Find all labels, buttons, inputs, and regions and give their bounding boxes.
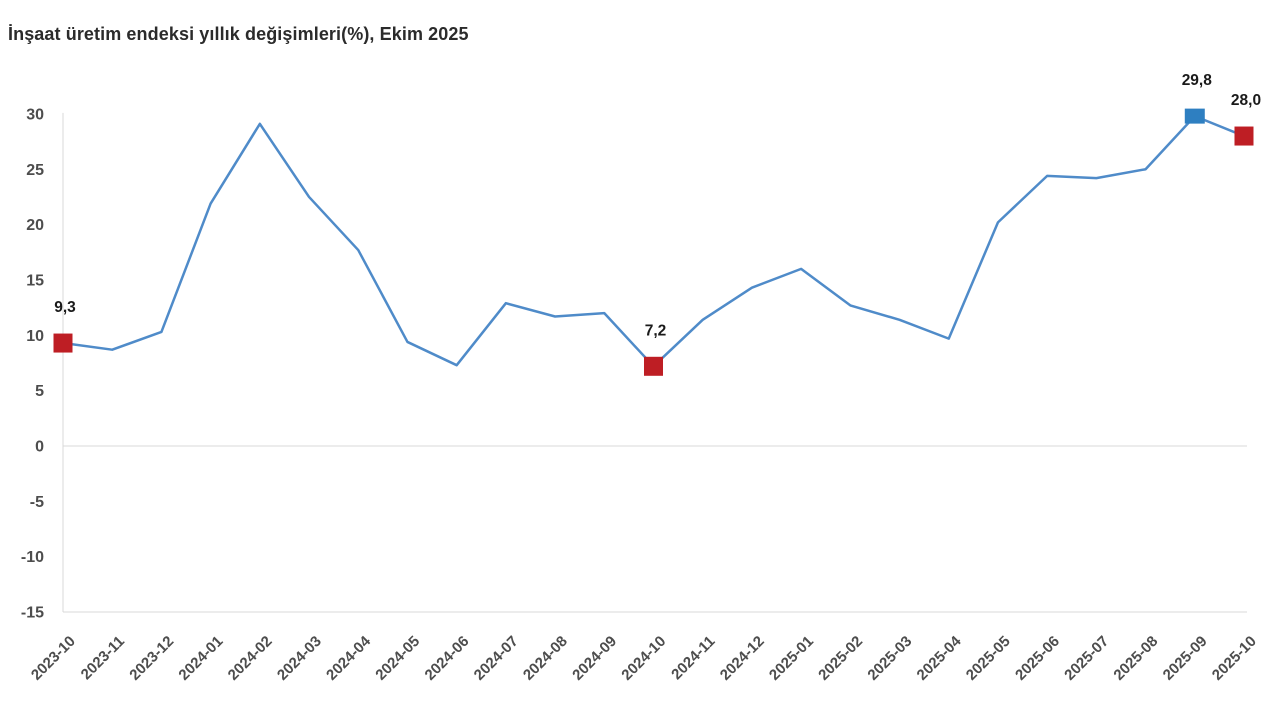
data-point-marker-2023-10 bbox=[53, 333, 73, 353]
data-point-marker-2024-10 bbox=[643, 356, 663, 376]
x-tick-label: 2023-11 bbox=[78, 633, 128, 683]
x-tick-label: 2024-08 bbox=[520, 633, 571, 684]
x-tick-label: 2024-12 bbox=[717, 633, 768, 684]
y-tick-label: 5 bbox=[35, 383, 44, 400]
x-tick-label: 2023-10 bbox=[28, 633, 79, 684]
data-point-marker-2025-09 bbox=[1184, 108, 1205, 124]
x-tick-label: 2025-07 bbox=[1061, 633, 1112, 684]
data-point-label-2025-09: 29,8 bbox=[1182, 72, 1213, 89]
x-tick-label: 2024-06 bbox=[422, 633, 473, 684]
y-tick-label: -5 bbox=[30, 494, 44, 511]
x-tick-label: 2024-11 bbox=[668, 633, 718, 683]
x-tick-label: 2024-09 bbox=[569, 633, 620, 684]
data-point-marker-2025-10 bbox=[1234, 126, 1254, 146]
x-tick-label: 2024-03 bbox=[274, 633, 325, 684]
x-tick-label: 2025-06 bbox=[1012, 633, 1063, 684]
x-tick-label: 2025-03 bbox=[864, 633, 915, 684]
x-tick-label: 2025-09 bbox=[1160, 633, 1211, 684]
x-tick-label: 2024-10 bbox=[618, 633, 669, 684]
data-point-label-2024-10: 7,2 bbox=[645, 322, 667, 339]
x-tick-label: 2024-04 bbox=[323, 632, 374, 683]
y-tick-label: 10 bbox=[26, 328, 44, 345]
data-point-label-2023-10: 9,3 bbox=[54, 299, 76, 316]
x-tick-label: 2023-12 bbox=[126, 633, 177, 684]
x-tick-label: 2025-04 bbox=[914, 632, 965, 683]
x-tick-label: 2025-01 bbox=[766, 633, 817, 684]
y-tick-label: 0 bbox=[35, 439, 44, 456]
data-point-label-2025-10: 28,0 bbox=[1231, 92, 1261, 109]
y-tick-label: -15 bbox=[21, 605, 44, 622]
x-tick-label: 2025-08 bbox=[1110, 633, 1161, 684]
y-tick-label: 20 bbox=[26, 217, 44, 234]
x-tick-label: 2025-10 bbox=[1209, 633, 1260, 684]
x-tick-label: 2024-07 bbox=[471, 633, 522, 684]
x-tick-label: 2025-02 bbox=[815, 633, 866, 684]
y-tick-label: 30 bbox=[26, 106, 44, 123]
x-tick-label: 2025-05 bbox=[963, 633, 1014, 684]
x-tick-label: 2024-01 bbox=[175, 633, 226, 684]
x-tick-label: 2024-05 bbox=[372, 633, 423, 684]
x-tick-label: 2024-02 bbox=[225, 633, 276, 684]
y-tick-label: 15 bbox=[26, 272, 44, 289]
y-tick-label: -10 bbox=[21, 549, 44, 566]
chart-title: İnşaat üretim endeksi yıllık değişimleri… bbox=[8, 24, 469, 44]
y-tick-label: 25 bbox=[26, 162, 44, 179]
